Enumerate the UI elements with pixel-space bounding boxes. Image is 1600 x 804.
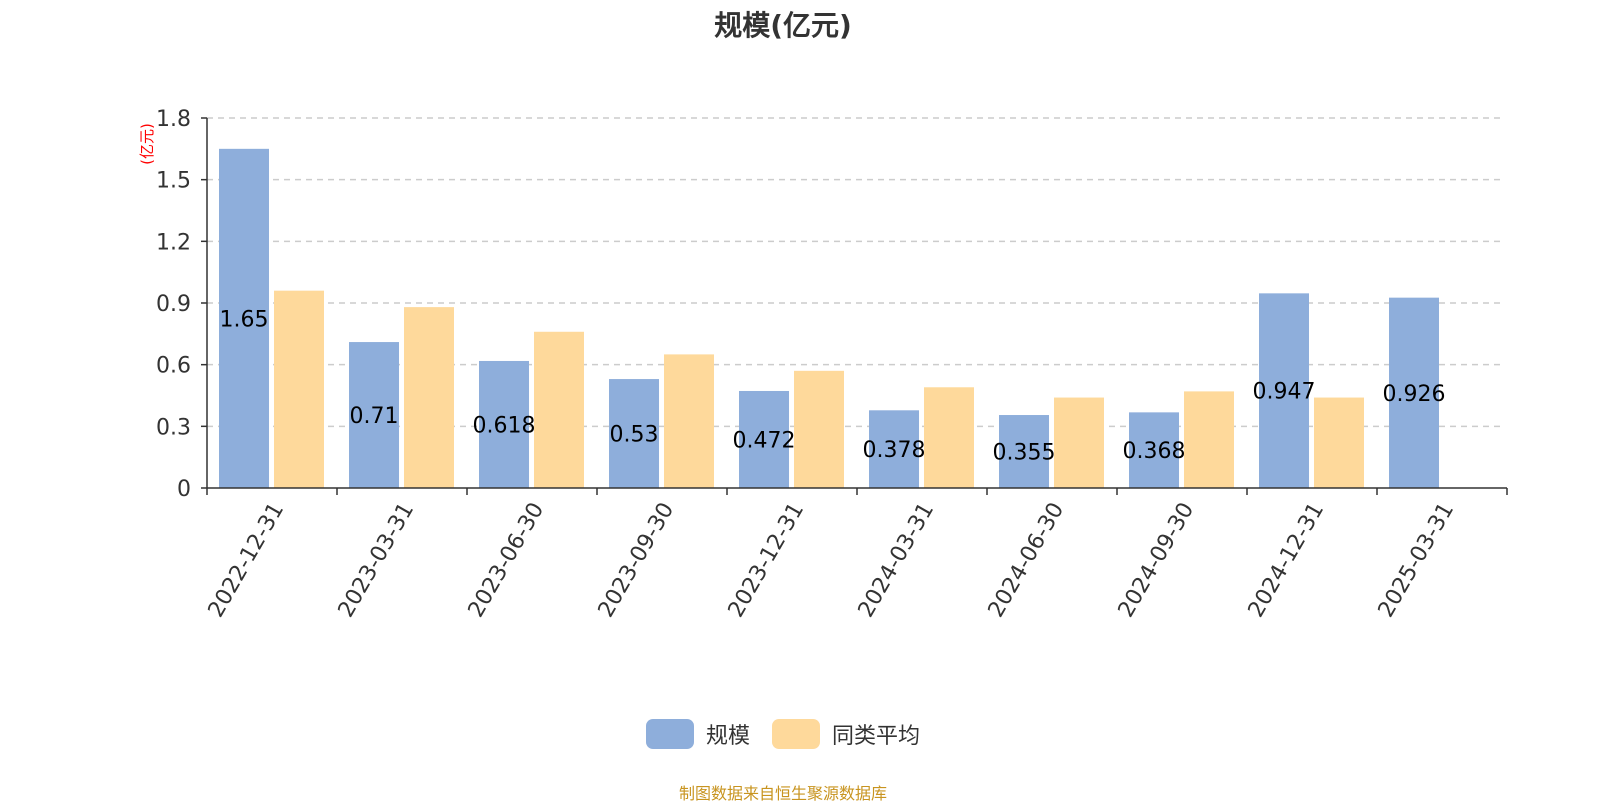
x-tick-label: 2024-09-30 [1114, 499, 1200, 622]
x-tick-label: 2024-06-30 [984, 499, 1070, 622]
data-labels: 1.65 0.71 0.618 0.53 0.472 0.378 0.355 0.368 0.9… [220, 307, 1446, 465]
legend-item-series-2[interactable]: 同类平均 [772, 718, 920, 750]
bar-series-2 [794, 370, 844, 488]
chart-title: 规模(亿元) [714, 9, 852, 42]
bar-series-2 [534, 331, 584, 488]
bar-series-2 [664, 354, 714, 488]
data-label: 0.947 [1253, 380, 1316, 405]
bar-series-2 [274, 290, 324, 488]
legend: 规模 同类平均 [0, 718, 1566, 750]
bar-series-2 [404, 307, 454, 488]
x-tick-label: 2024-03-31 [854, 499, 940, 622]
x-tick-label: 2023-12-31 [724, 499, 810, 622]
bar-series-1 [609, 379, 659, 488]
bar-series-2 [924, 387, 974, 488]
y-tick-label: 0.3 [156, 415, 191, 440]
bar-series-1 [739, 390, 789, 488]
y-tick-label: 0.6 [156, 354, 191, 379]
data-label: 0.71 [350, 404, 399, 429]
legend-label-series-2: 同类平均 [832, 724, 921, 749]
legend-swatch-series-1 [645, 719, 694, 749]
bar-series-1 [869, 410, 919, 488]
legend-label-series-1: 规模 [705, 724, 750, 749]
bar-series-2 [1054, 397, 1104, 488]
bar-series-1 [219, 148, 269, 489]
data-label: 0.355 [993, 441, 1056, 466]
x-tick-label: 2023-03-31 [334, 499, 420, 622]
x-tick-label: 2022-12-31 [204, 499, 290, 622]
y-tick-label: 1.8 [156, 107, 191, 132]
legend-item-series-1[interactable]: 规模 [645, 718, 750, 750]
bar-series-1 [1389, 297, 1439, 488]
y-tick-label: 0 [177, 477, 191, 502]
x-tick-label: 2024-12-31 [1244, 499, 1330, 622]
bar-series-1 [999, 415, 1049, 488]
source-note: 制图数据来自恒生聚源数据库 [678, 784, 887, 803]
x-tick-label: 2025-03-31 [1374, 499, 1460, 622]
data-label: 1.65 [220, 307, 269, 332]
y-tick-label: 0.9 [156, 292, 191, 317]
legend-swatch-series-2 [772, 719, 820, 749]
x-tick-label: 2023-06-30 [464, 499, 550, 622]
y-tick-label: 1.2 [156, 230, 191, 255]
data-label: 0.53 [610, 423, 659, 448]
data-label: 0.368 [1123, 439, 1186, 464]
data-label: 0.618 [473, 413, 536, 438]
bar-series-2 [1314, 397, 1364, 488]
bar-series-2 [1184, 391, 1234, 488]
bar-series-1 [1259, 293, 1309, 488]
y-axis-title: (亿元) [138, 123, 156, 165]
bar-series-1 [349, 342, 399, 488]
y-tick-label: 1.5 [156, 169, 191, 194]
x-tick-label: 2023-09-30 [594, 499, 680, 622]
data-label: 0.378 [863, 438, 926, 463]
data-label: 0.926 [1383, 382, 1446, 407]
data-label: 0.472 [733, 428, 796, 453]
bar-series-1 [479, 360, 529, 488]
bar-series-1 [1129, 412, 1179, 488]
bars [219, 148, 1439, 489]
